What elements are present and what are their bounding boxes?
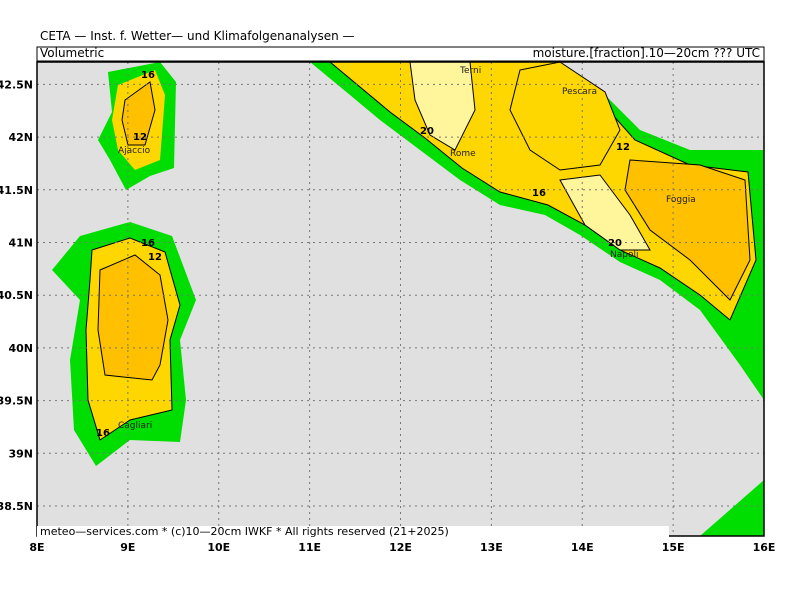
x-tick-label: 10E xyxy=(207,541,230,554)
corsica xyxy=(98,62,176,190)
footer: meteo—services.com * (c)10—20cm IWKF * A… xyxy=(40,525,449,538)
header-right: moisture.[fraction].10—20cm ??? UTC xyxy=(533,46,760,60)
contour-label: 16 xyxy=(141,70,155,81)
y-tick-label: 40.5N xyxy=(0,289,33,302)
x-tick-label: 16E xyxy=(753,541,776,554)
place-label: Foggia xyxy=(666,195,696,205)
place-label: Ajaccio xyxy=(118,146,151,156)
x-tick-label: 8E xyxy=(29,541,44,554)
x-tick-label: 11E xyxy=(298,541,321,554)
contour-label: 16 xyxy=(96,428,110,439)
y-tick-label: 39.5N xyxy=(0,395,33,408)
x-tick-label: 9E xyxy=(120,541,135,554)
place-label: Rome xyxy=(450,149,476,159)
header-left: Volumetric xyxy=(40,46,104,60)
title: CETA — Inst. f. Wetter— und Klimafolgena… xyxy=(40,29,355,43)
y-tick-label: 42N xyxy=(8,131,33,144)
header-box xyxy=(36,46,765,62)
place-label: Terni xyxy=(459,66,481,76)
place-label: Napoli xyxy=(610,250,638,260)
y-tick-label: 42.5N xyxy=(0,78,33,91)
place-label: Pescara xyxy=(562,87,597,97)
map-area: meteo—services.com * (c)10—20cm IWKF * A… xyxy=(36,61,765,538)
y-tick-label: 40N xyxy=(8,342,33,355)
contour-label: 16 xyxy=(141,238,155,249)
contour-label: 20 xyxy=(420,126,434,137)
y-tick-label: 41.5N xyxy=(0,184,33,197)
grid xyxy=(37,62,764,536)
y-tick-label: 38.5N xyxy=(0,500,33,513)
x-tick-label: 15E xyxy=(662,541,685,554)
y-tick-label: 39N xyxy=(8,447,33,460)
contour-label: 12 xyxy=(133,132,147,143)
place-label: Cagliari xyxy=(118,421,152,431)
y-tick-label: 41N xyxy=(8,237,33,250)
contour-label: 12 xyxy=(616,142,630,153)
x-tick-label: 14E xyxy=(571,541,594,554)
x-tick-label: 13E xyxy=(480,541,503,554)
contour-label: 12 xyxy=(148,252,162,263)
footer-box xyxy=(37,526,669,537)
contour-label: 20 xyxy=(608,238,622,249)
x-tick-label: 12E xyxy=(389,541,412,554)
contour-label: 16 xyxy=(532,188,546,199)
sardinia xyxy=(52,222,196,466)
italy-mainland xyxy=(310,61,764,536)
